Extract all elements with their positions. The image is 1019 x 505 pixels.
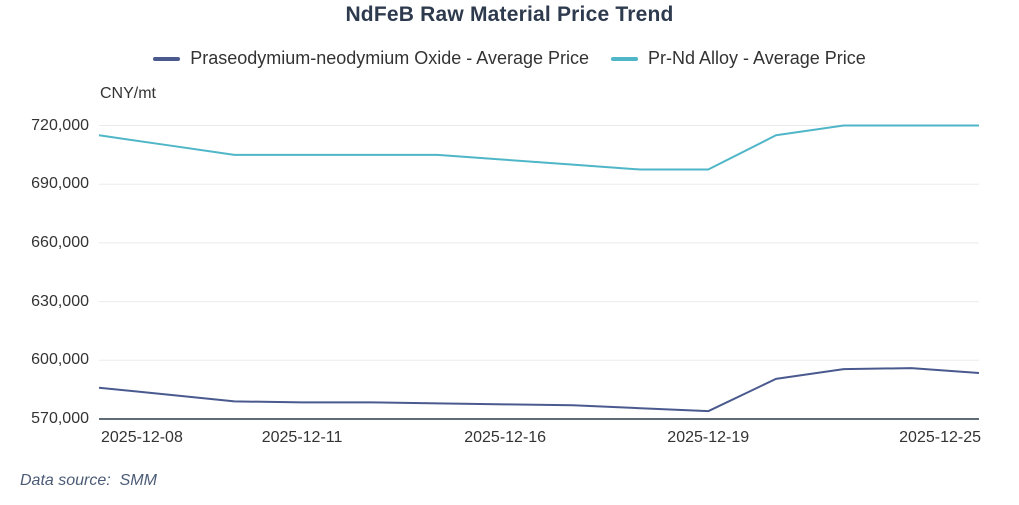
y-axis-tick-label: 720,000 [31,116,89,134]
y-axis-unit-label: CNY/mt [100,85,156,102]
y-axis-tick-label: 660,000 [31,233,89,251]
legend-item-prnd-oxide[interactable]: Praseodymium-neodymium Oxide - Average P… [153,48,589,69]
legend-item-prnd-alloy[interactable]: Pr-Nd Alloy - Average Price [611,48,866,69]
x-axis-tick-label: 2025-12-19 [667,429,750,446]
y-axis-tick-label: 570,000 [31,410,89,427]
x-axis-tick-label: 2025-12-16 [464,429,547,446]
series-line-alloy[interactable] [98,124,979,171]
legend-line-marker-alloy [611,56,639,61]
legend-line-marker-oxide [153,56,181,61]
x-axis-tick-label: 2025-12-08 [101,429,183,446]
legend: Praseodymium-neodymium Oxide - Average P… [0,48,1019,69]
x-axis-tick-label: 2025-12-11 [261,429,343,446]
y-axis-tick-label: 600,000 [31,351,89,369]
legend-label-alloy: Pr-Nd Alloy - Average Price [648,48,866,68]
legend-label-oxide: Praseodymium-neodymium Oxide - Average P… [190,48,590,68]
chart-title: NdFeB Raw Material Price Trend [345,3,674,26]
series-line-oxide[interactable] [98,367,980,413]
y-axis-tick-label: 630,000 [31,292,89,310]
y-axis-tick-label: 690,000 [31,175,89,193]
data-source-note: Data source: SMM [20,472,157,489]
x-axis-tick-label: 2025-12-25 [899,429,981,446]
